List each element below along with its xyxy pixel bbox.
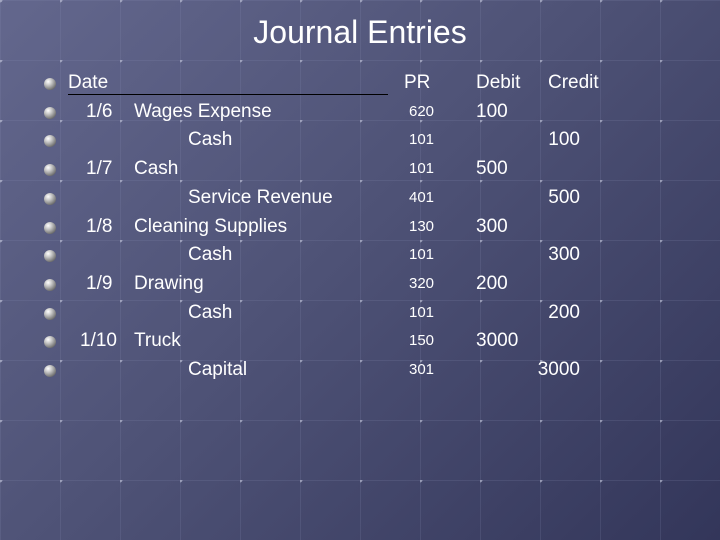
entry-date: 1/7 <box>86 158 113 180</box>
bullet-icon <box>44 106 56 119</box>
posting-reference: 101 <box>409 246 435 264</box>
pr-header: PR <box>404 72 431 93</box>
credit-account-name: Cash <box>188 301 233 323</box>
posting-reference: 150 <box>409 332 435 350</box>
bullet-icon <box>44 250 56 263</box>
debit-amount: 200 <box>476 272 508 294</box>
credit-account-name: Cash <box>188 129 233 151</box>
bullet-icon <box>44 78 56 90</box>
debit-amount: 100 <box>476 100 508 122</box>
bullet-icon <box>44 365 56 377</box>
debit-amount: 500 <box>476 158 508 180</box>
bullet-icon <box>44 278 56 291</box>
credit-amount: 100 <box>548 129 580 151</box>
credit-header: Credit <box>548 72 599 93</box>
bullet-icon <box>44 164 56 177</box>
bullet-icon <box>44 192 56 205</box>
posting-reference: 101 <box>409 160 435 178</box>
debit-amount: 300 <box>476 215 508 237</box>
posting-reference: 101 <box>409 131 435 149</box>
credit-account-name: Capital <box>188 359 248 380</box>
entry-date: 1/10 <box>80 330 117 352</box>
credit-amount: 3000 <box>537 359 580 380</box>
debit-account-name: Cleaning Supplies <box>134 215 288 237</box>
credit-amount: 200 <box>548 301 580 323</box>
debit-account-name: Drawing <box>134 272 204 294</box>
bullet-icon <box>44 221 56 234</box>
posting-reference: 130 <box>409 217 435 235</box>
debit-amount: 3000 <box>476 330 519 352</box>
credit-account-name: Service Revenue <box>188 186 333 208</box>
debit-account-name: Truck <box>134 330 181 352</box>
bullet-icon <box>44 307 56 320</box>
bullet-icon <box>44 336 56 349</box>
debit-header: Debit <box>476 72 521 93</box>
entry-date: 1/6 <box>86 100 113 122</box>
posting-reference: 320 <box>409 274 435 292</box>
debit-account-name: Cash <box>134 158 179 180</box>
date-header: Date <box>68 72 388 95</box>
posting-reference: 401 <box>409 188 435 206</box>
bullet-icon <box>44 135 56 148</box>
posting-reference: 101 <box>409 303 435 321</box>
credit-amount: 500 <box>548 186 580 208</box>
credit-account-name: Cash <box>188 244 233 266</box>
entry-date: 1/9 <box>86 272 113 294</box>
entry-date: 1/8 <box>86 215 113 237</box>
posting-reference: 620 <box>409 102 435 120</box>
slide-title: Journal Entries <box>253 14 467 50</box>
credit-amount: 300 <box>548 244 580 266</box>
posting-reference: 301 <box>409 361 435 378</box>
debit-account-name: Wages Expense <box>134 100 272 122</box>
